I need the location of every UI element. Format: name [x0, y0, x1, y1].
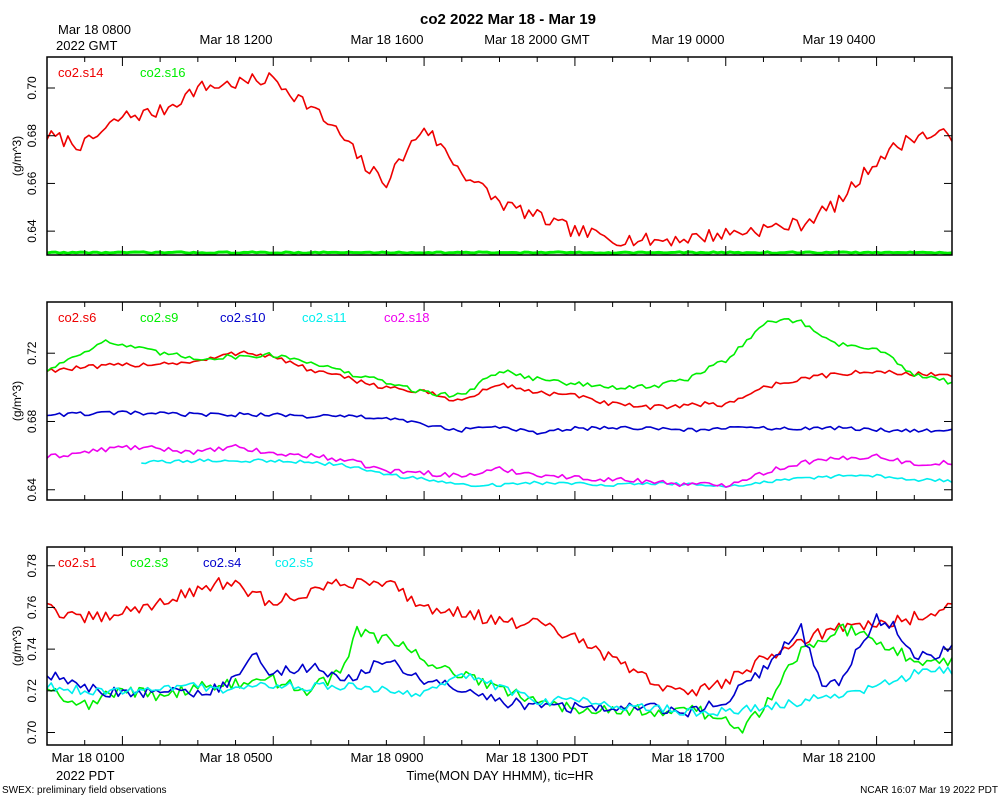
- bottom-tick-label: Mar 18 2100: [803, 750, 876, 765]
- y-tick-label: 0.68: [25, 409, 39, 433]
- series-line-co2-s4: [46, 613, 953, 718]
- legend-entry: co2.s11: [302, 310, 347, 325]
- top-tick-label: Mar 19 0000: [652, 32, 725, 47]
- y-tick-label: 0.72: [25, 341, 39, 365]
- bottom-tick-label: Mar 18 0100: [52, 750, 125, 765]
- y-tick-label: 0.72: [25, 679, 39, 703]
- bottom-tick-label: Mar 18 0900: [351, 750, 424, 765]
- top-tick-label: Mar 18 1600: [351, 32, 424, 47]
- y-tick-label: 0.70: [25, 720, 39, 744]
- legend-entry: co2.s16: [140, 65, 186, 80]
- top-tick-label: Mar 19 0400: [803, 32, 876, 47]
- y-tick-label: 0.76: [25, 595, 39, 619]
- x-axis-label: Time(MON DAY HHMM), tic=HR: [406, 768, 593, 783]
- series-line-co2-s11: [141, 458, 953, 488]
- y-axis-label: (g/m^3): [10, 381, 24, 421]
- plot-frame: [46, 546, 953, 746]
- plot-frame: [46, 56, 953, 256]
- footer-left: SWEX: preliminary field observations: [2, 785, 167, 796]
- chart-title: co2 2022 Mar 18 - Mar 19: [420, 11, 596, 28]
- legend-entry: co2.s6: [58, 310, 96, 325]
- legend-entry: co2.s14: [58, 65, 104, 80]
- chart-panel-3: co2.s1 co2.s3 co2.s4 co2.s5 0.70 0.72 0.74 0.76…: [10, 546, 953, 746]
- chart-panel-2: co2.s6 co2.s9 co2.s10 co2.s11 co2.s18 0.64 0.6…: [10, 301, 953, 502]
- bottom-axis-corner: 2022 PDT: [56, 768, 115, 783]
- y-tick-label: 0.64: [25, 478, 39, 502]
- series-line-co2-s3: [46, 623, 953, 734]
- top-axis-corner-line2: 2022 GMT: [56, 38, 117, 53]
- top-tick-label: Mar 18 1200: [200, 32, 273, 47]
- series-line-co2-s1: [46, 577, 953, 697]
- legend-entry: co2.s10: [220, 310, 266, 325]
- footer-right: NCAR 16:07 Mar 19 2022 PDT: [860, 785, 998, 796]
- y-tick-label: 0.74: [25, 637, 39, 661]
- series-line-co2-s5: [46, 666, 953, 717]
- y-axis-label: (g/m^3): [10, 626, 24, 666]
- bottom-tick-label: Mar 18 0500: [200, 750, 273, 765]
- series-line-co2-s18: [46, 443, 953, 488]
- y-tick-label: 0.68: [25, 124, 39, 148]
- legend-entry: co2.s1: [58, 555, 96, 570]
- bottom-tick-label: Mar 18 1700: [652, 750, 725, 765]
- series-line-co2-s9: [46, 318, 953, 398]
- legend-entry: co2.s5: [275, 555, 313, 570]
- legend-entry: co2.s18: [384, 310, 430, 325]
- bottom-tick-label: Mar 18 1300 PDT: [486, 750, 589, 765]
- legend-entry: co2.s9: [140, 310, 178, 325]
- y-tick-label: 0.64: [25, 219, 39, 243]
- series-line-co2-s10: [46, 410, 953, 435]
- y-tick-label: 0.78: [25, 554, 39, 578]
- y-tick-label: 0.70: [25, 76, 39, 100]
- series-line-co2-s6: [46, 350, 953, 411]
- chart-panel-1: co2.s14 co2.s16 0.64 0.66 0.68 0.70 (g/m^3): [10, 56, 953, 256]
- top-tick-label: Mar 18 2000 GMT: [484, 32, 590, 47]
- legend-entry: co2.s3: [130, 555, 168, 570]
- y-tick-label: 0.66: [25, 171, 39, 195]
- y-axis-label: (g/m^3): [10, 136, 24, 176]
- series-line-co2-s14: [46, 72, 953, 247]
- legend-entry: co2.s4: [203, 555, 241, 570]
- top-axis-corner-line1: Mar 18 0800: [58, 22, 131, 37]
